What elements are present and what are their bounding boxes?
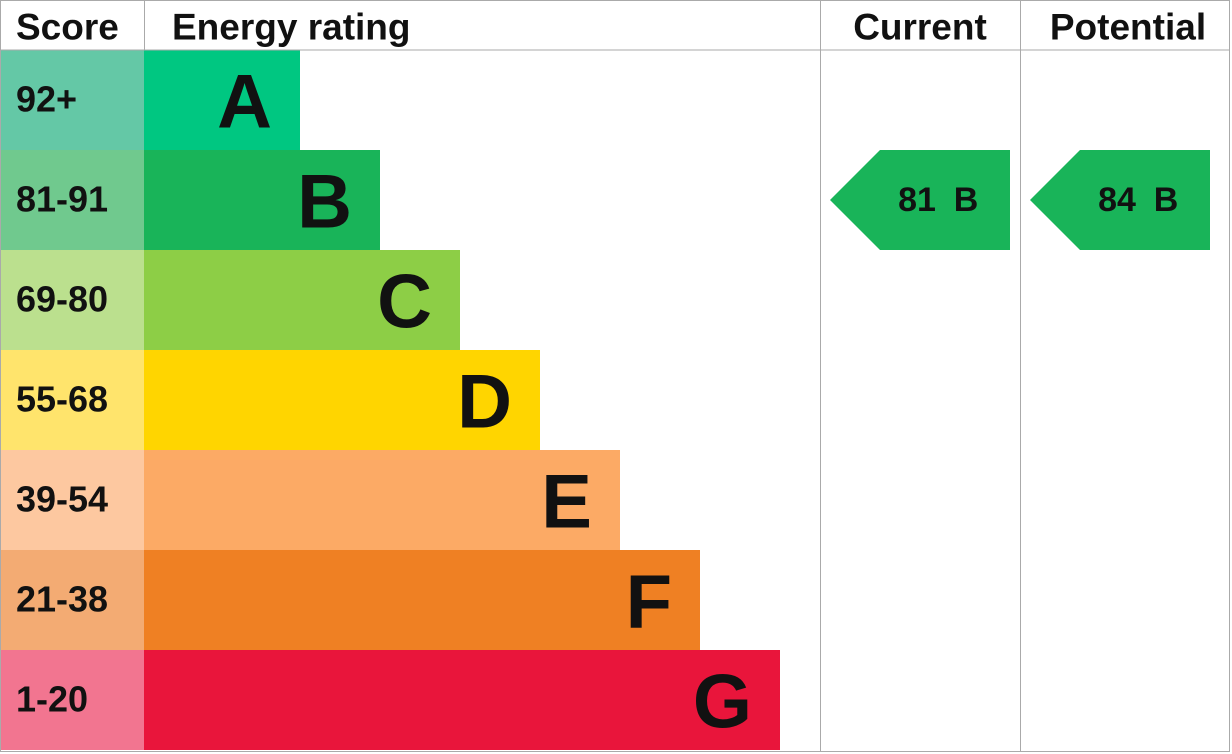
rating-bar — [144, 550, 700, 650]
rating-letter: F — [626, 560, 672, 645]
rating-bar — [144, 150, 380, 250]
potential-rating: B — [1154, 181, 1179, 219]
rating-bar — [144, 50, 300, 150]
rating-letter: G — [693, 660, 752, 745]
rating-bar — [144, 350, 540, 450]
score-cell — [0, 250, 144, 350]
score-range: 55-68 — [16, 379, 108, 420]
current-score: 81 — [898, 181, 936, 219]
header-current: Current — [853, 7, 987, 48]
rating-letter: A — [217, 60, 272, 145]
score-range: 21-38 — [16, 579, 108, 620]
score-range: 39-54 — [16, 479, 108, 520]
current-arrow — [830, 150, 1010, 250]
score-cell — [0, 350, 144, 450]
score-cell — [0, 50, 144, 150]
rating-bar — [144, 250, 460, 350]
rating-bar — [144, 650, 780, 750]
header-score: Score — [16, 7, 119, 48]
rating-letter: B — [297, 160, 352, 245]
score-cell — [0, 150, 144, 250]
rating-letter: E — [541, 460, 592, 545]
potential-score: 84 — [1098, 181, 1136, 219]
rating-letter: D — [457, 360, 512, 445]
score-range: 81-91 — [16, 179, 108, 220]
score-range: 1-20 — [16, 679, 88, 720]
rating-bar — [144, 450, 620, 550]
score-range: 69-80 — [16, 279, 108, 320]
header-energy-rating: Energy rating — [172, 7, 411, 48]
score-cell — [0, 650, 144, 750]
score-cell — [0, 550, 144, 650]
potential-arrow — [1030, 150, 1210, 250]
rating-letter: C — [377, 260, 432, 345]
score-range: 92+ — [16, 79, 77, 120]
score-cell — [0, 450, 144, 550]
header-potential: Potential — [1050, 7, 1206, 48]
current-rating: B — [954, 181, 979, 219]
